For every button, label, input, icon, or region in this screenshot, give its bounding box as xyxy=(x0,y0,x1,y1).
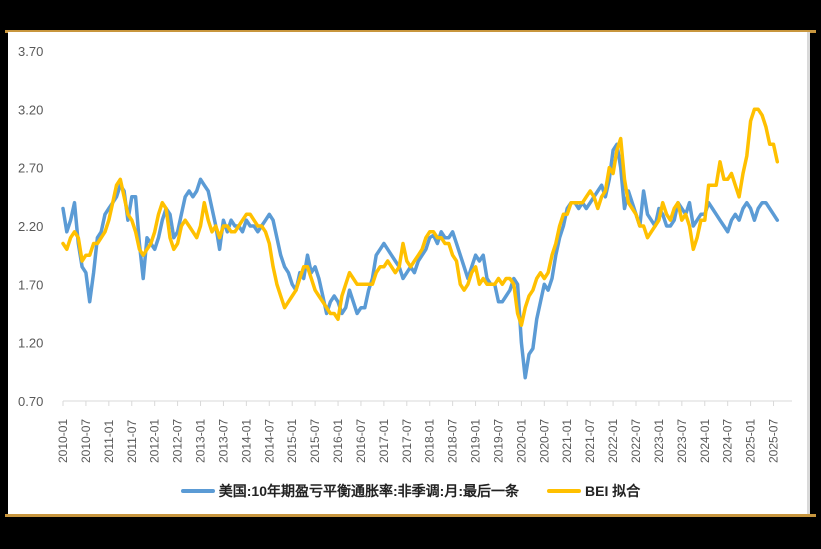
y-tick-label: 1.20 xyxy=(18,336,43,351)
y-tick-label: 1.70 xyxy=(18,277,43,292)
x-tick-label: 2016-01 xyxy=(331,419,345,463)
legend-label: 美国:10年期盈亏平衡通胀率:非季调:月:最后一条 xyxy=(218,483,519,499)
y-tick-label: 2.20 xyxy=(18,219,43,234)
x-tick-label: 2015-07 xyxy=(308,419,322,463)
x-tick-label: 2010-07 xyxy=(79,419,93,463)
x-tick-label: 2019-01 xyxy=(469,419,483,463)
x-tick-label: 2022-01 xyxy=(606,419,620,463)
x-tick-label: 2024-07 xyxy=(721,419,735,463)
x-tick-label: 2011-07 xyxy=(125,420,139,463)
x-tick-label: 2023-01 xyxy=(652,419,666,463)
x-tick-label: 2022-07 xyxy=(629,419,643,463)
x-tick-label: 2016-07 xyxy=(354,419,368,463)
y-tick-label: 3.70 xyxy=(18,44,43,59)
x-tick-label: 2013-01 xyxy=(194,419,208,463)
series-line-fit xyxy=(61,107,780,327)
bottom-border xyxy=(5,514,816,517)
x-tick-label: 2024-01 xyxy=(698,419,712,463)
x-tick-label: 2018-01 xyxy=(423,419,437,463)
x-tick-label: 2023-07 xyxy=(675,419,689,463)
y-tick-label: 3.20 xyxy=(18,102,43,117)
y-tick-label: 2.70 xyxy=(18,161,43,176)
x-tick-label: 2025-07 xyxy=(767,419,781,463)
x-tick-label: 2018-07 xyxy=(446,419,460,463)
x-tick-label: 2010-01 xyxy=(56,419,70,463)
legend-swatch-blue xyxy=(180,489,215,493)
x-tick-label: 2012-01 xyxy=(148,419,162,463)
x-tick-label: 2021-01 xyxy=(560,419,574,463)
legend: 美国:10年期盈亏平衡通胀率:非季调:月:最后一条 BEI 拟合 xyxy=(0,481,821,501)
x-tick-label: 2014-01 xyxy=(239,419,253,463)
legend-item-bei-fit: BEI 拟合 xyxy=(547,481,640,501)
x-tick-label: 2012-07 xyxy=(171,419,185,463)
plot-area xyxy=(61,107,780,380)
legend-item-bei-actual: 美国:10年期盈亏平衡通胀率:非季调:月:最后一条 xyxy=(180,481,519,501)
x-tick-label: 2014-07 xyxy=(262,419,276,463)
y-tick-label: 0.70 xyxy=(18,394,43,409)
x-tick-label: 2013-07 xyxy=(216,419,230,463)
x-axis: 2010-01 2010-07 2011-01 2011-07 2012-01 2012-… xyxy=(56,400,792,463)
x-tick-label: 2017-07 xyxy=(400,419,414,463)
x-tick-label: 2019-07 xyxy=(491,419,505,463)
y-axis: 3.70 3.20 2.70 2.20 1.70 1.20 0.70 xyxy=(18,44,43,409)
x-tick-label: 2020-07 xyxy=(537,419,551,463)
x-tick-label: 2015-01 xyxy=(285,419,299,463)
x-tick-label: 2025-01 xyxy=(744,419,758,463)
legend-swatch-gold xyxy=(547,489,581,493)
x-tick-label: 2017-01 xyxy=(377,419,391,463)
x-tick-label: 2011-01 xyxy=(102,420,116,463)
x-tick-label: 2021-07 xyxy=(583,419,597,463)
legend-label: BEI 拟合 xyxy=(585,483,641,499)
series-line-actual xyxy=(61,142,780,380)
x-tick-label: 2020-01 xyxy=(514,419,528,463)
top-border xyxy=(5,30,816,33)
